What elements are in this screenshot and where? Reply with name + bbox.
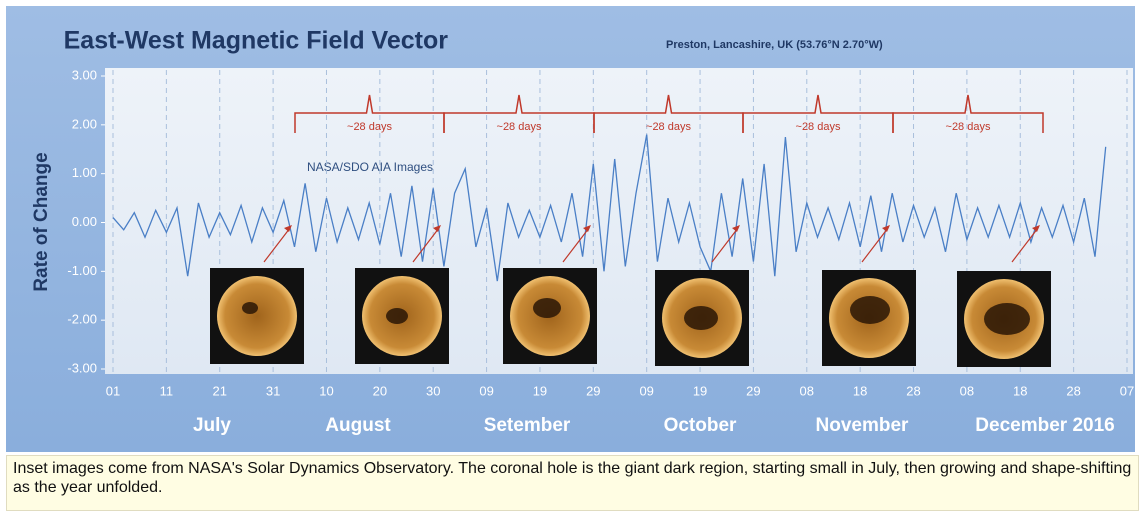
x-tick-label: 11	[160, 383, 174, 398]
x-tick-label: 08	[800, 383, 814, 398]
x-tick-label: 08	[960, 383, 974, 398]
coronal-hole	[386, 308, 408, 324]
x-tick-label: 18	[853, 383, 867, 398]
chart-title: East-West Magnetic Field Vector	[64, 27, 449, 55]
bracket-label: ~28 days	[347, 121, 392, 133]
chart-subtitle: Preston, Lancashire, UK (53.76°N 2.70°W)	[666, 39, 883, 51]
x-tick-label: 20	[373, 383, 387, 398]
coronal-hole	[984, 303, 1030, 335]
y-tick-label: 1.00	[72, 165, 97, 180]
month-label: November	[816, 415, 910, 436]
x-tick-label: 21	[213, 383, 227, 398]
bracket-label: ~28 days	[646, 121, 691, 133]
x-tick-label: 07	[1120, 383, 1134, 398]
bracket-label: ~28 days	[946, 121, 991, 133]
month-label: Setember	[484, 415, 571, 436]
x-tick-label: 30	[426, 383, 440, 398]
x-tick-label: 19	[693, 383, 707, 398]
x-tick-label: 31	[266, 383, 280, 398]
x-tick-label: 10	[319, 383, 333, 398]
bracket-label: ~28 days	[796, 121, 841, 133]
x-tick-label: 28	[906, 383, 920, 398]
x-tick-label: 19	[533, 383, 547, 398]
month-label: October	[664, 415, 737, 436]
image-label: NASA/SDO AIA Images	[307, 160, 433, 174]
coronal-hole	[850, 296, 890, 324]
x-tick-label: 28	[1066, 383, 1080, 398]
y-tick-label: -2.00	[67, 312, 97, 327]
x-tick-label: 29	[746, 383, 760, 398]
x-tick-label: 29	[586, 383, 600, 398]
caption: Inset images come from NASA's Solar Dyna…	[6, 455, 1139, 511]
coronal-hole	[533, 298, 561, 318]
bracket-label: ~28 days	[497, 121, 542, 133]
x-tick-label: 09	[639, 383, 653, 398]
y-tick-label: 3.00	[72, 67, 97, 82]
sun-disk	[217, 276, 297, 356]
y-tick-label: -3.00	[67, 360, 97, 375]
y-axis-label: Rate of Change	[31, 152, 52, 291]
coronal-hole	[242, 302, 258, 314]
month-label: July	[193, 415, 231, 436]
page: East-West Magnetic Field Vector Preston,…	[0, 0, 1139, 515]
coronal-hole	[684, 306, 718, 330]
x-tick-label: 09	[479, 383, 493, 398]
y-tick-label: 0.00	[72, 214, 97, 229]
y-tick-label: 2.00	[72, 116, 97, 131]
x-tick-label: 01	[106, 383, 120, 398]
chart: East-West Magnetic Field Vector Preston,…	[0, 0, 1139, 455]
x-tick-label: 18	[1013, 383, 1027, 398]
month-label: December 2016	[975, 415, 1114, 436]
y-tick-label: -1.00	[67, 263, 97, 278]
month-label: August	[325, 415, 391, 436]
